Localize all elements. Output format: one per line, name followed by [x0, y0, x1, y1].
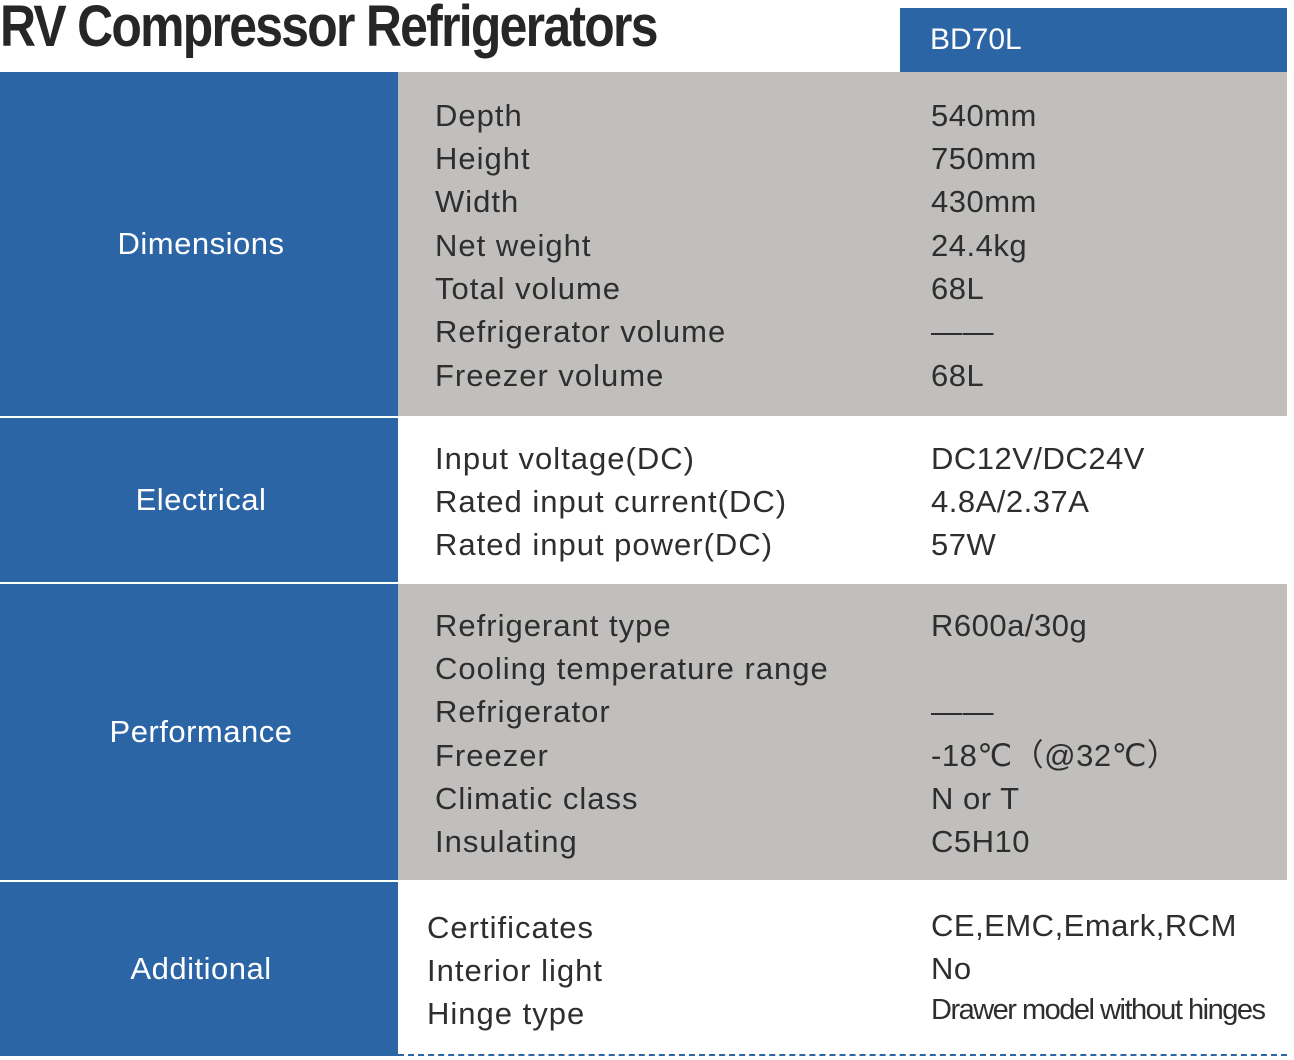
row-value: R600a/30g — [931, 608, 1088, 643]
row-value: 68L — [931, 271, 985, 306]
category-label: Electrical — [0, 418, 400, 582]
row-label: Interior light — [427, 953, 603, 988]
row-label: Refrigerant type — [435, 608, 672, 643]
page-title: RV Compressor Refrigerators — [0, 0, 658, 59]
table-row: Width 430mm — [398, 180, 1287, 223]
category-label: Additional — [0, 882, 400, 1056]
row-value: C5H10 — [931, 824, 1030, 859]
row-label: Refrigerator volume — [435, 314, 727, 349]
row-value: N or T — [931, 781, 1020, 816]
table-row: Refrigerator volume —— — [398, 310, 1287, 353]
row-value: No — [931, 951, 972, 986]
category-label: Dimensions — [0, 72, 400, 416]
section-dimensions: Dimensions Depth 540mm Height 750mm Widt… — [0, 72, 1287, 418]
row-label: Depth — [435, 98, 523, 133]
table-row: Freezer volume 68L — [398, 354, 1287, 397]
table-row: Depth 540mm — [398, 94, 1287, 137]
row-label: Insulating — [435, 824, 578, 859]
row-value: 4.8A/2.37A — [931, 484, 1090, 519]
row-value: Drawer model without hinges — [931, 994, 1266, 1026]
section-body: Refrigerant type R600a/30g Cooling tempe… — [398, 584, 1287, 880]
row-label: Freezer volume — [435, 358, 665, 393]
row-label: Climatic class — [435, 781, 639, 816]
model-tab: BD70L — [900, 8, 1287, 72]
row-value: 750mm — [931, 141, 1037, 176]
row-label: Cooling temperature range — [435, 651, 829, 686]
row-label: Refrigerator — [435, 694, 611, 729]
section-body: Depth 540mm Height 750mm Width 430mm Net… — [398, 72, 1287, 416]
section-body: Input voltage(DC) DC12V/DC24V Rated inpu… — [398, 418, 1287, 582]
row-label: Net weight — [435, 228, 592, 263]
table-row: Cooling temperature range — [398, 647, 1287, 690]
row-value: CE,EMC,Emark,RCM — [931, 908, 1237, 943]
table-row: Input voltage(DC) DC12V/DC24V — [398, 437, 1287, 480]
spec-table: Dimensions Depth 540mm Height 750mm Widt… — [0, 72, 1287, 1056]
table-row: Insulating C5H10 — [398, 820, 1287, 863]
row-label: Rated input power(DC) — [435, 527, 774, 562]
section-additional: Additional Certificates CE,EMC,Emark,RCM… — [0, 882, 1287, 1056]
category-label: Performance — [0, 584, 400, 880]
table-row: Rated input power(DC) 57W — [398, 523, 1287, 566]
row-label: Certificates — [427, 910, 595, 945]
row-label: Freezer — [435, 738, 549, 773]
row-value: —— — [931, 694, 994, 729]
table-row: Certificates CE,EMC,Emark,RCM — [398, 906, 1287, 949]
row-label: Total volume — [435, 271, 622, 306]
table-row: Total volume 68L — [398, 267, 1287, 310]
row-value: 57W — [931, 527, 997, 562]
row-label: Width — [435, 184, 520, 219]
row-label: Hinge type — [427, 996, 586, 1031]
table-row: Rated input current(DC) 4.8A/2.37A — [398, 480, 1287, 523]
row-value: —— — [931, 314, 994, 349]
table-row: Net weight 24.4kg — [398, 224, 1287, 267]
row-value: 68L — [931, 358, 985, 393]
row-label: Height — [435, 141, 531, 176]
table-row: Refrigerant type R600a/30g — [398, 604, 1287, 647]
section-performance: Performance Refrigerant type R600a/30g C… — [0, 584, 1287, 882]
table-row: Refrigerator —— — [398, 690, 1287, 733]
table-row: Freezer -18℃（@32℃） — [398, 734, 1287, 777]
row-value: -18℃（@32℃） — [931, 738, 1179, 773]
table-bottom-divider — [398, 1054, 1287, 1056]
table-row: Interior light No — [398, 949, 1287, 992]
section-electrical: Electrical Input voltage(DC) DC12V/DC24V… — [0, 418, 1287, 584]
row-value: DC12V/DC24V — [931, 441, 1145, 476]
row-label: Input voltage(DC) — [435, 441, 695, 476]
row-value: 540mm — [931, 98, 1037, 133]
table-row: Height 750mm — [398, 137, 1287, 180]
table-row: Climatic class N or T — [398, 777, 1287, 820]
section-body: Certificates CE,EMC,Emark,RCM Interior l… — [398, 882, 1287, 1056]
row-value: 430mm — [931, 184, 1037, 219]
row-label: Rated input current(DC) — [435, 484, 788, 519]
table-row: Hinge type Drawer model without hinges — [398, 992, 1287, 1035]
row-value: 24.4kg — [931, 228, 1028, 263]
